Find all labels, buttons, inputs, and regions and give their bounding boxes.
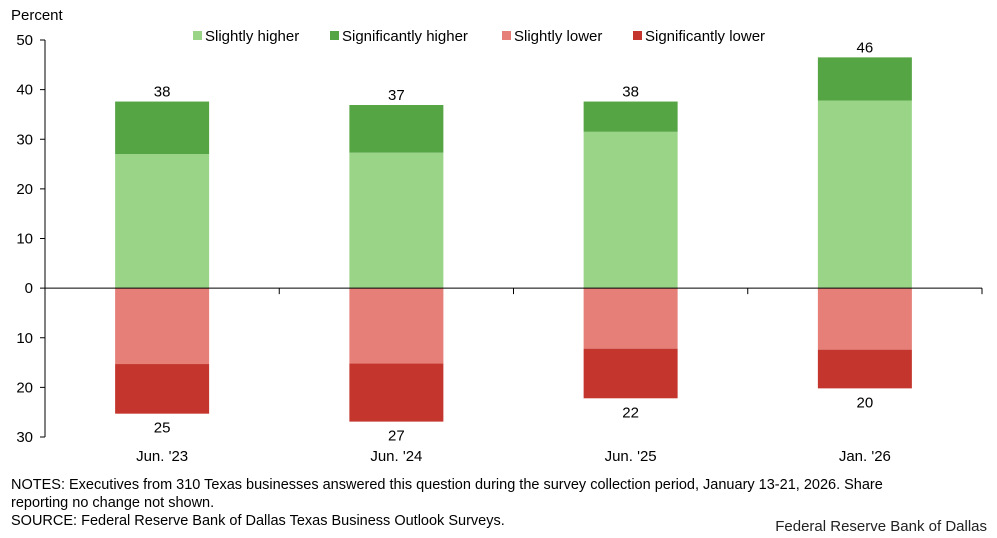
y-axis-title: Percent (11, 7, 64, 24)
y-tick-label: 50 (16, 32, 33, 49)
bar-segment (817, 288, 912, 350)
bar-segment (817, 349, 912, 389)
y-tick-label: 0 (25, 280, 33, 297)
legend: Slightly higher Significantly higher Sligh… (193, 28, 765, 45)
y-tick-label: 10 (16, 231, 33, 248)
notes-line-1: NOTES: Executives from 310 Texas busines… (11, 477, 883, 493)
credit: Federal Reserve Bank of Dallas (775, 518, 987, 535)
data-label-top: 38 (622, 84, 639, 101)
bar-segment (349, 152, 444, 289)
bar-segment (817, 57, 912, 101)
legend-swatch (193, 31, 202, 40)
bar-segment (817, 100, 912, 289)
legend-swatch (502, 31, 511, 40)
bar-segment (349, 363, 444, 422)
bar-segment (583, 288, 678, 349)
data-label-bottom: 25 (154, 420, 171, 437)
data-label-top: 46 (857, 39, 874, 56)
bar-segment (115, 154, 210, 289)
x-tick-label: Jun. '25 (605, 448, 657, 465)
bar-segment (115, 364, 210, 414)
bar-segment (115, 101, 210, 155)
x-tick-label: Jun. '24 (370, 448, 422, 465)
data-label-bottom: 20 (857, 394, 874, 411)
bars (115, 57, 912, 422)
data-label-bottom: 27 (388, 428, 405, 445)
x-axis: Jun. '23 Jun. '24 Jun. '25 Jan. '26 (45, 287, 983, 465)
legend-label: Slightly lower (514, 28, 602, 45)
bar-segment (349, 105, 444, 153)
y-tick-label: 40 (16, 82, 33, 99)
bar-segment (583, 101, 678, 132)
data-label-top: 38 (154, 84, 171, 101)
legend-swatch (330, 31, 339, 40)
legend-swatch (633, 31, 642, 40)
x-tick-label: Jun. '23 (136, 448, 188, 465)
bar-segment (583, 348, 678, 399)
data-label-bottom: 22 (622, 404, 639, 421)
legend-label: Slightly higher (205, 28, 299, 45)
y-tick-label: 20 (16, 181, 33, 198)
bar-segment (349, 288, 444, 364)
y-tick-label: 30 (16, 429, 33, 446)
data-labels: 38 25 37 27 38 22 46 20 (154, 39, 873, 444)
bar-segment (583, 131, 678, 289)
legend-label: Significantly lower (645, 28, 765, 45)
bar-segment (115, 288, 210, 365)
y-axis: 50 40 30 20 10 0 10 20 30 (16, 32, 46, 446)
x-tick-label: Jan. '26 (839, 448, 891, 465)
y-tick-label: 30 (16, 131, 33, 148)
data-label-top: 37 (388, 87, 405, 104)
notes: NOTES: Executives from 310 Texas busines… (11, 476, 986, 512)
chart: Slightly higher Significantly higher Sligh… (11, 7, 983, 465)
legend-label: Significantly higher (342, 28, 468, 45)
y-tick-label: 20 (16, 379, 33, 396)
y-tick-label: 10 (16, 330, 33, 347)
notes-line-2: reporting no change not shown. (11, 495, 215, 511)
source-note: SOURCE: Federal Reserve Bank of Dallas T… (11, 513, 505, 529)
